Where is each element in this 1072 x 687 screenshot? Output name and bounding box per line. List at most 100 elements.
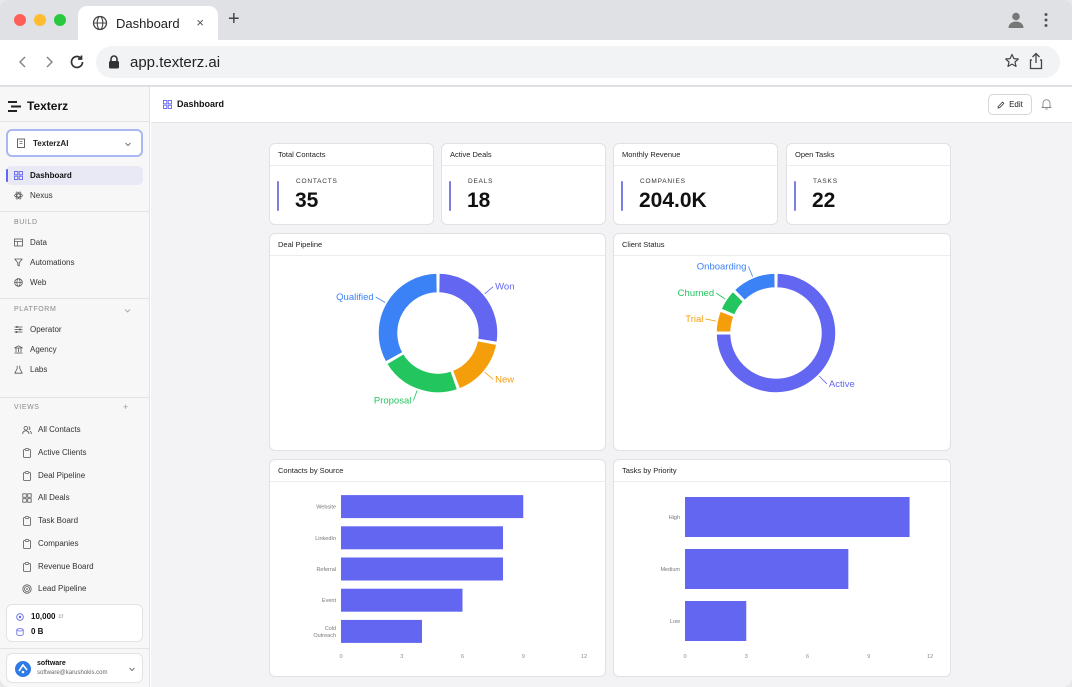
app-root: Texterz TexterzAI Dashboard Nexus BUILD … [0,87,1072,687]
view-item-task-board[interactable]: Task Board [16,511,143,530]
bar-referral[interactable] [341,557,503,581]
pencil-icon [997,101,1005,108]
view-item-companies[interactable]: Companies [16,534,143,553]
clipboard-icon [23,447,31,458]
sidebar-item-label: Agency [30,345,57,354]
view-item-revenue-board[interactable]: Revenue Board [16,557,143,576]
bar-cold-outreach[interactable] [341,619,422,643]
sidebar-item-label: Operator [30,325,62,334]
minimize-window-button[interactable] [34,14,46,26]
slice-leader-line [375,296,386,303]
bar-medium[interactable] [685,549,849,589]
donut-slice-onboarding[interactable] [733,272,777,302]
stat-value: 204.0K [639,189,707,212]
page-header: Dashboard Edit [151,87,1072,123]
donut-slice-won[interactable] [437,272,499,344]
sidebar-item-operator[interactable]: Operator [6,320,143,339]
profile-icon[interactable] [1006,10,1026,30]
bar-high[interactable] [685,497,910,537]
category-label: LinkedIn [315,536,336,542]
view-item-lead-pipeline[interactable]: Lead Pipeline [16,579,143,598]
bookmark-star-icon[interactable] [1004,53,1020,69]
credits-unit: cr [58,613,64,620]
category-label: Cold [325,626,336,632]
card-title: Total Contacts [270,144,433,166]
donut-slice-new[interactable] [451,339,498,391]
bell-icon[interactable] [1041,98,1052,110]
section-label-platform: PLATFORM [14,306,57,313]
bar-website[interactable] [341,495,524,519]
bar-event[interactable] [341,588,463,612]
more-menu-icon[interactable] [1040,12,1052,28]
address-bar[interactable]: app.texterz.ai [96,46,1060,78]
view-item-all-contacts[interactable]: All Contacts [16,420,143,439]
edit-button[interactable]: Edit [988,94,1032,115]
divider [0,211,150,212]
sidebar-item-label: Data [30,238,47,247]
donut-slice-proposal[interactable] [385,352,459,394]
x-tick-label: 3 [745,654,748,660]
slice-label-active: Active [829,379,855,390]
filter-icon [14,258,23,267]
chevron-down-icon[interactable] [124,307,131,314]
page-title: Dashboard [163,99,224,109]
sidebar-item-label: Nexus [30,191,53,200]
stat-card-open-tasks: Open Tasks TASKS 22 [786,143,951,225]
bar-low[interactable] [685,601,747,641]
back-icon[interactable] [14,53,32,71]
sidebar-item-agency[interactable]: Agency [6,340,143,359]
donut-slice-churned[interactable] [719,290,745,317]
browser-tab[interactable]: Dashboard × [78,6,218,40]
sidebar-item-labs[interactable]: Labs [6,360,143,379]
share-icon[interactable] [1028,52,1044,70]
bar-linkedin[interactable] [341,526,503,550]
stat-accent-bar [794,181,796,211]
sidebar-item-automations[interactable]: Automations [6,253,143,272]
category-label: Event [322,598,337,604]
slice-leader-line [484,286,494,295]
stat-value: 22 [812,189,836,212]
stat-card-total-contacts: Total Contacts CONTACTS 35 [269,143,434,225]
forward-icon[interactable] [40,53,58,71]
workspace-switcher[interactable]: TexterzAI [6,129,143,157]
contacts-by-source-chart: Website LinkedIn Referral Event ColdOutreach… [313,495,587,660]
new-tab-button[interactable]: + [228,8,240,30]
sidebar-item-dashboard[interactable]: Dashboard [6,166,143,185]
brand[interactable]: Texterz [8,97,68,115]
url-text: app.texterz.ai [130,53,221,71]
stat-accent-bar [449,181,451,211]
view-item-active-clients[interactable]: Active Clients [16,443,143,462]
deal-pipeline-chart: Won New Proposal Qualified [336,272,515,407]
reload-icon[interactable] [68,53,86,71]
view-item-deal-pipeline[interactable]: Deal Pipeline [16,466,143,485]
sidebar-item-web[interactable]: Web [6,273,143,292]
card-title: Open Tasks [787,144,950,166]
slice-label-onboarding: Onboarding [697,261,747,272]
divider [0,298,150,299]
slice-label-churned: Churned [678,288,714,299]
donut-slice-qualified[interactable] [377,272,439,364]
donut-slice-trial[interactable] [715,309,736,334]
donut-slice-active[interactable] [715,272,837,394]
view-item-all-deals[interactable]: All Deals [16,488,143,507]
sidebar-item-nexus[interactable]: Nexus [6,186,143,205]
add-view-button[interactable]: + [123,402,129,412]
slice-leader-line [715,292,726,300]
view-item-label: Lead Pipeline [38,584,87,593]
lock-icon [109,55,119,69]
slice-label-proposal: Proposal [374,396,412,407]
x-tick-label: 3 [400,654,403,660]
sidebar-item-data[interactable]: Data [6,233,143,252]
x-tick-label: 12 [927,654,933,660]
maximize-window-button[interactable] [54,14,66,26]
stat-card-monthly-revenue: Monthly Revenue COMPANIES 204.0K [613,143,778,225]
credits-panel[interactable]: 10,000 cr 0 B [6,604,143,642]
chart-card-client-status: Client Status Active Trial Churned Onboardi… [613,233,951,451]
table-icon [14,238,23,247]
user-menu[interactable]: software software@karushokis.com [6,653,143,683]
tab-close-button[interactable]: × [196,15,204,30]
view-item-label: Active Clients [38,448,87,457]
edit-label: Edit [1009,100,1023,109]
divider [0,121,150,122]
close-window-button[interactable] [14,14,26,26]
